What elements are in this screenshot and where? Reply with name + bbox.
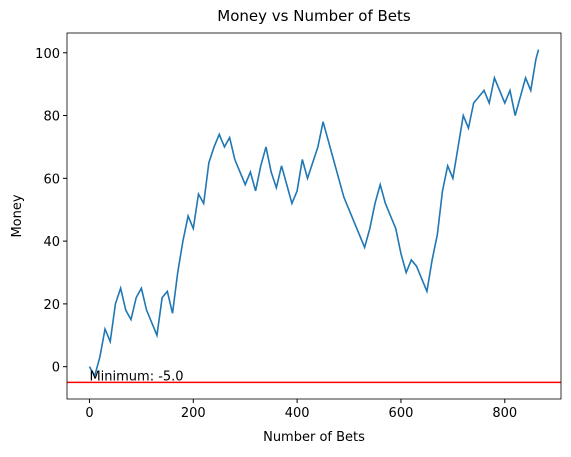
x-tick-label: 0 [85, 406, 93, 421]
x-tick-label: 800 [492, 406, 517, 421]
x-tick-label: 200 [181, 406, 206, 421]
x-axis-label: Number of Bets [263, 430, 365, 445]
plot-frame [66, 32, 562, 400]
y-tick-label: 80 [43, 110, 60, 125]
y-tick-label: 40 [43, 235, 60, 250]
y-tick-label: 60 [43, 172, 60, 187]
y-tick-label: 0 [52, 361, 60, 376]
x-tick-label: 400 [285, 406, 310, 421]
y-axis-label: Money [10, 194, 25, 237]
data-line [88, 49, 540, 379]
x-tick-label: 600 [389, 406, 414, 421]
y-tick-label: 100 [35, 47, 60, 62]
y-tick-label: 20 [43, 298, 60, 313]
annotation: Minimum: -5.0 [89, 369, 183, 384]
chart-title: Money vs Number of Bets [217, 7, 411, 25]
